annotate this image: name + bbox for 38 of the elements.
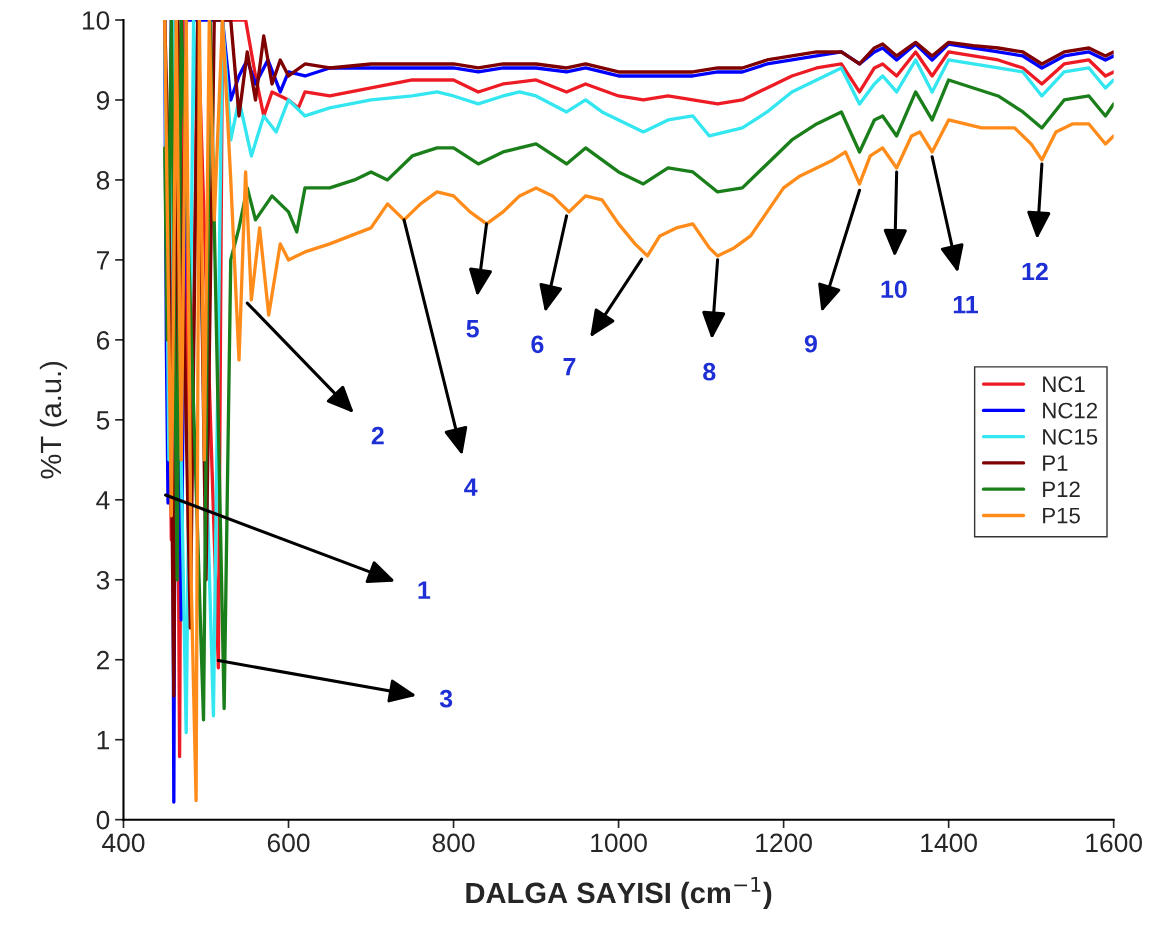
annotation: 8 [703,362,716,381]
annotation: 1 [418,581,431,599]
y-tick-label: 10 [82,11,110,30]
x-tick-label: 1600 [1086,833,1142,853]
legend-label: NC15 [1043,428,1098,445]
legend-label: NC12 [1043,402,1097,419]
x-tick-label: 600 [267,833,310,853]
annotation: 2 [371,426,384,445]
legend-label: P15 [1043,507,1080,524]
y-tick-label: 0 [96,810,110,830]
y-tick-label: 2 [96,650,109,670]
x-tick-label: 1200 [756,833,812,853]
legend-label: P1 [1043,455,1068,471]
annotation: 12 [1022,262,1048,281]
y-tick-label: 1 [97,731,109,750]
annotation: 11 [953,296,978,314]
y-axis-title: %T (a.u.) [39,361,68,479]
annotation: 6 [531,335,544,354]
x-tick-label: 400 [102,833,145,853]
y-tick-label: 7 [96,251,109,270]
x-axis-title: DALGA SAYISI (cm$^{−1}$) [466,876,772,910]
annotation: 7 [563,358,576,376]
y-tick-label: 8 [96,171,110,190]
legend-label: NC1 [1043,376,1085,393]
y-tick-label: 3 [96,570,110,590]
annotation: 10 [881,280,907,299]
y-tick-label: 9 [96,91,110,110]
y-tick-label: 4 [96,491,110,510]
y-tick-label: 5 [96,411,110,430]
y-tick-label: 6 [96,331,110,350]
annotation: 9 [804,334,817,353]
x-tick-label: 800 [432,833,475,853]
x-tick-label: 1000 [591,833,647,853]
legend-label: P12 [1043,481,1080,497]
annotation: 3 [439,689,453,708]
x-tick-label: 1400 [921,833,977,853]
annotation: 5 [466,320,479,338]
annotation: 4 [464,478,478,496]
